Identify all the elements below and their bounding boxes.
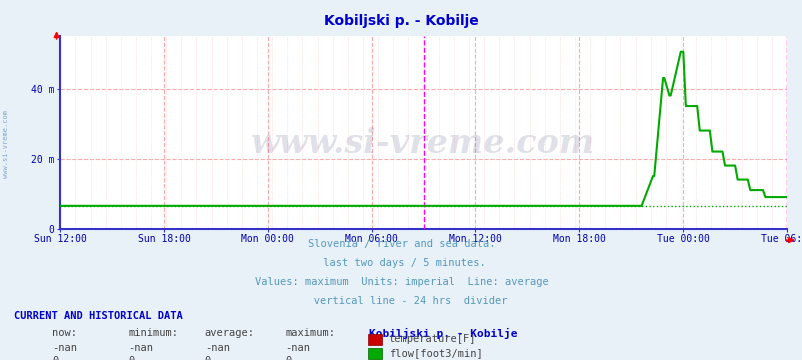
Text: -nan: -nan [285, 343, 310, 353]
Text: flow[foot3/min]: flow[foot3/min] [388, 348, 482, 358]
Text: 0: 0 [285, 356, 291, 360]
Text: 0: 0 [128, 356, 135, 360]
Text: maximum:: maximum: [285, 328, 334, 338]
Text: www.si-vreme.com: www.si-vreme.com [251, 127, 595, 160]
Text: average:: average: [205, 328, 254, 338]
Text: Kobiljski p. - Kobilje: Kobiljski p. - Kobilje [324, 14, 478, 28]
Text: 0: 0 [52, 356, 59, 360]
Text: Values: maximum  Units: imperial  Line: average: Values: maximum Units: imperial Line: av… [254, 277, 548, 287]
Text: minimum:: minimum: [128, 328, 178, 338]
Text: last two days / 5 minutes.: last two days / 5 minutes. [317, 258, 485, 268]
Text: temperature[F]: temperature[F] [388, 334, 476, 345]
Text: Slovenia / river and sea data.: Slovenia / river and sea data. [307, 239, 495, 249]
Text: Kobiljski p. - Kobilje: Kobiljski p. - Kobilje [369, 328, 517, 339]
Text: now:: now: [52, 328, 77, 338]
Text: -nan: -nan [52, 343, 77, 353]
Text: -nan: -nan [128, 343, 153, 353]
Text: -nan: -nan [205, 343, 229, 353]
Text: vertical line - 24 hrs  divider: vertical line - 24 hrs divider [295, 296, 507, 306]
Text: www.si-vreme.com: www.si-vreme.com [3, 110, 10, 178]
Text: 0: 0 [205, 356, 211, 360]
Text: CURRENT AND HISTORICAL DATA: CURRENT AND HISTORICAL DATA [14, 311, 183, 321]
